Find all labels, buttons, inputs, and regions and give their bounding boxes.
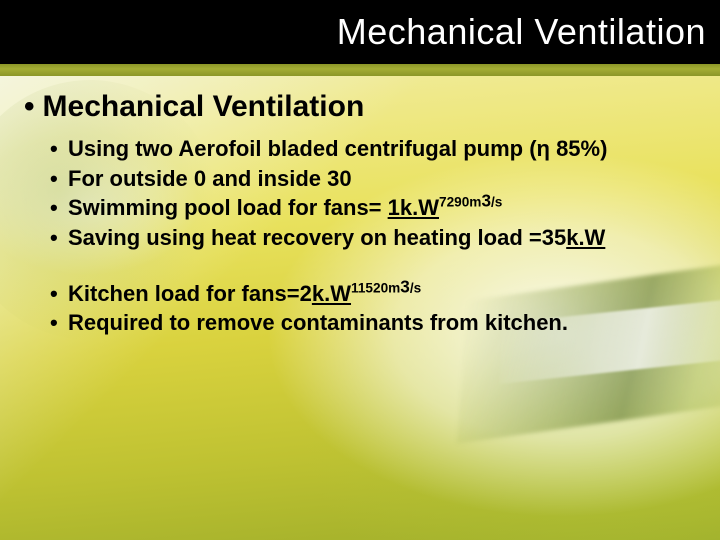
bullet-item: Required to remove contaminants from kit… bbox=[50, 308, 696, 338]
title-bar: Mechanical Ventilation bbox=[0, 0, 720, 64]
bullet-item: For outside 0 and inside 30 bbox=[50, 164, 696, 194]
slide-title: Mechanical Ventilation bbox=[337, 11, 706, 53]
bullet-glyph: • bbox=[24, 90, 35, 123]
heading-text: Mechanical Ventilation bbox=[43, 90, 365, 123]
accent-band bbox=[0, 64, 720, 76]
bullet-item: Kitchen load for fans=2k.W11520m3/s bbox=[50, 279, 696, 309]
main-heading: •Mechanical Ventilation bbox=[24, 90, 696, 124]
bullet-list-1: Using two Aerofoil bladed centrifugal pu… bbox=[24, 134, 696, 253]
bullet-item: Saving using heat recovery on heating lo… bbox=[50, 223, 696, 253]
bullet-item: Using two Aerofoil bladed centrifugal pu… bbox=[50, 134, 696, 164]
content-area: •Mechanical Ventilation Using two Aerofo… bbox=[24, 90, 696, 338]
bullet-item: Swimming pool load for fans= 1k.W7290m3/… bbox=[50, 193, 696, 223]
bullet-list-2: Kitchen load for fans=2k.W11520m3/sRequi… bbox=[24, 279, 696, 338]
